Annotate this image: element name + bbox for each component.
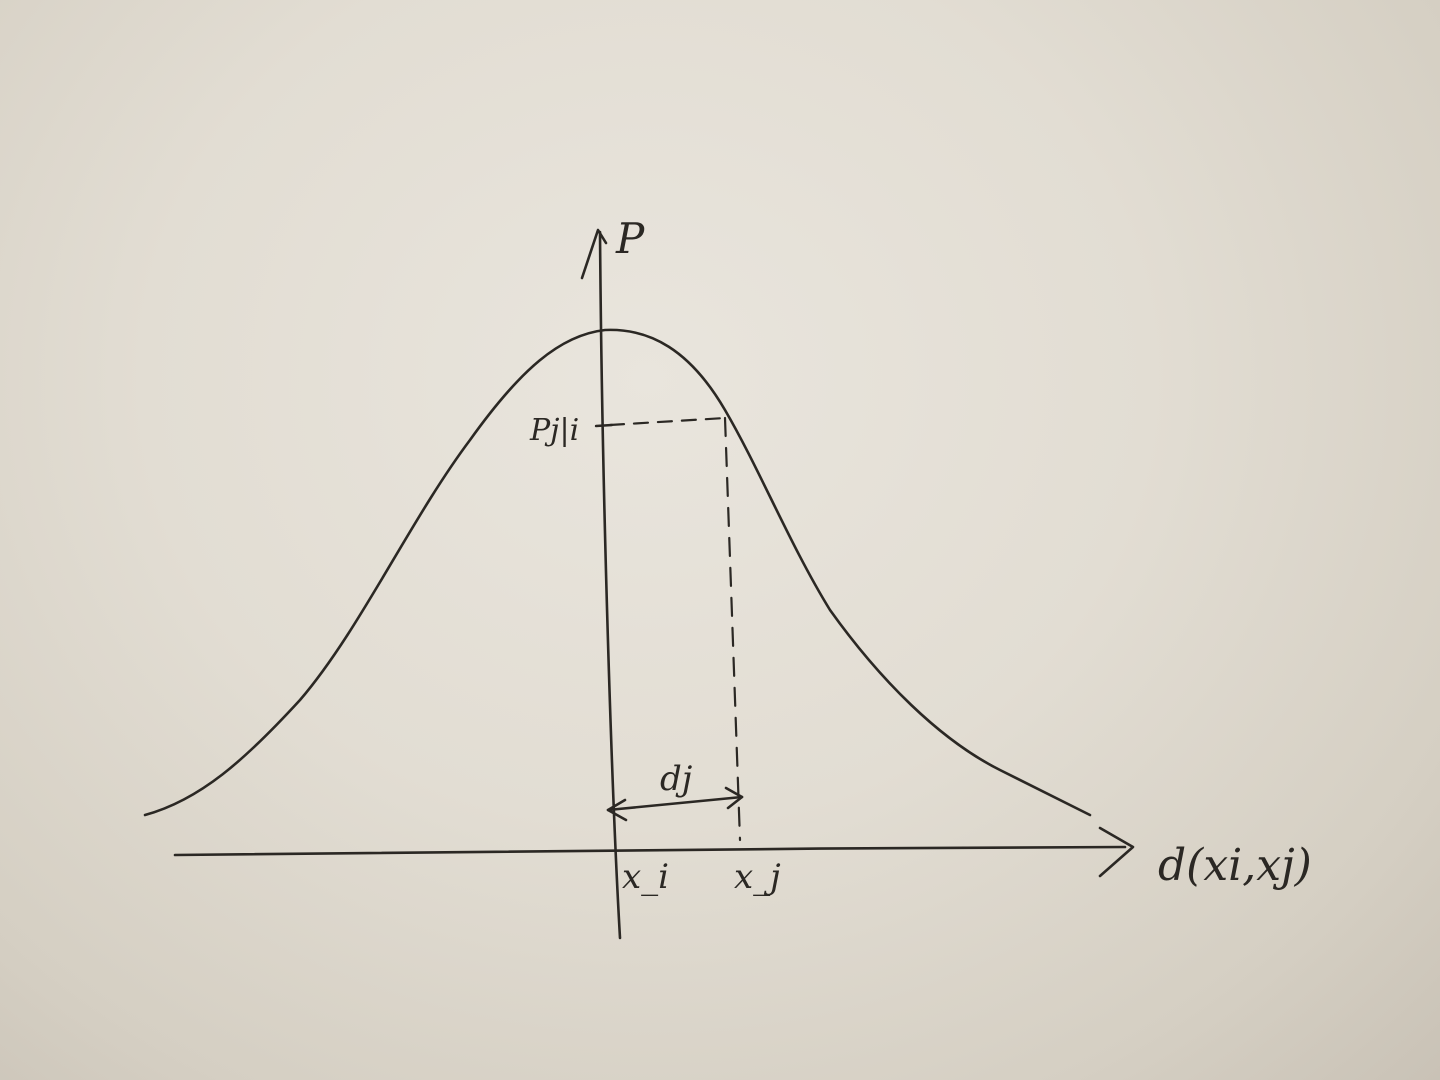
y-tick	[594, 423, 614, 428]
gaussian-curve	[143, 328, 1092, 817]
vertical-dashed-line	[723, 416, 742, 842]
y-axis-label: P	[615, 214, 645, 263]
distance-arrow	[606, 795, 744, 812]
y-axis	[598, 230, 622, 940]
x-axis-label: d(xi,xj)	[1158, 840, 1312, 891]
distance-arrow-left-head	[606, 798, 628, 822]
distance-label: dj	[660, 759, 693, 799]
horizontal-dashed-line	[608, 416, 727, 427]
y-axis-arrowhead	[580, 228, 608, 280]
x-axis	[173, 845, 1127, 857]
distance-arrow-right-head	[724, 786, 744, 810]
origin-label: x_i	[622, 857, 669, 897]
value-label: Pj|i	[529, 413, 579, 448]
point-label: x_j	[734, 857, 781, 897]
x-axis-arrowhead	[1098, 826, 1135, 878]
